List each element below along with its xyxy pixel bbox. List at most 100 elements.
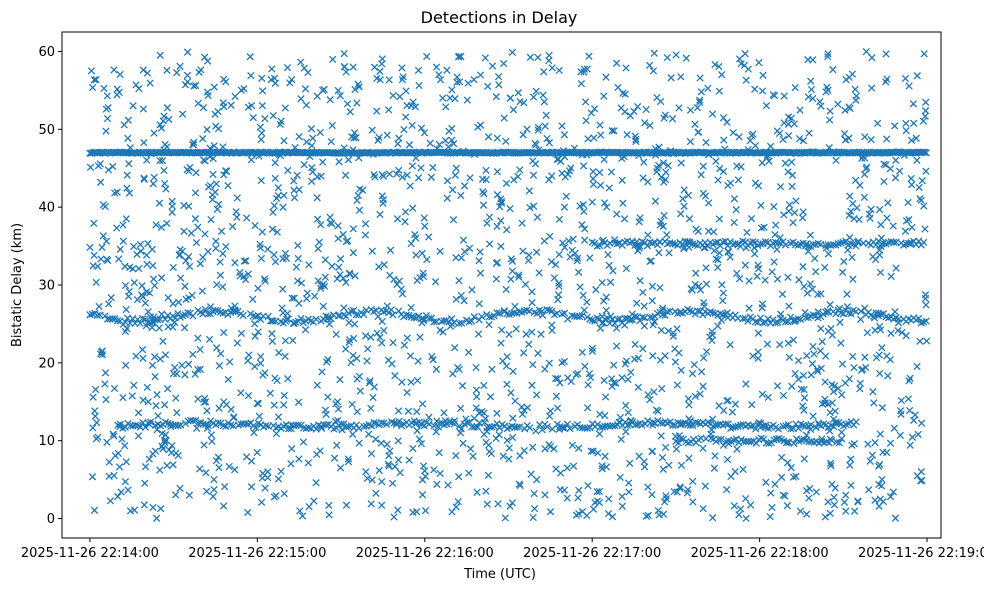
detection-marker <box>667 74 675 82</box>
detection-marker <box>139 354 147 362</box>
detection-marker <box>331 417 340 426</box>
detection-marker <box>425 314 433 323</box>
detection-marker <box>622 264 631 273</box>
detection-marker <box>699 162 707 170</box>
detection-marker <box>843 303 852 311</box>
detection-marker <box>290 193 299 202</box>
detection-marker <box>920 202 928 210</box>
detection-marker <box>650 49 658 57</box>
detection-marker <box>807 85 816 94</box>
detection-marker <box>444 143 453 151</box>
detection-marker <box>330 454 339 462</box>
detection-marker <box>847 455 855 463</box>
detection-marker <box>581 362 589 370</box>
detection-marker <box>809 412 817 420</box>
detection-marker <box>328 262 336 270</box>
detection-marker <box>915 314 923 323</box>
detection-marker <box>209 154 217 163</box>
detection-marker <box>701 482 709 490</box>
detection-marker <box>837 239 845 247</box>
detection-marker <box>814 308 822 316</box>
detection-marker <box>280 391 288 400</box>
detection-marker <box>723 309 731 317</box>
detection-marker <box>290 186 298 194</box>
detection-marker <box>774 425 782 433</box>
detection-marker <box>503 380 511 388</box>
detection-marker <box>595 168 604 177</box>
detection-marker <box>841 136 850 144</box>
detection-marker <box>828 399 836 407</box>
detection-marker <box>757 419 765 428</box>
detection-marker <box>633 102 642 111</box>
detection-marker <box>912 134 920 142</box>
detection-marker <box>353 407 361 416</box>
detection-marker <box>194 334 202 342</box>
detection-marker <box>618 176 626 184</box>
detection-marker <box>302 101 311 109</box>
detection-marker <box>252 423 260 432</box>
chart-title: Detections in Delay <box>421 8 578 27</box>
detection-marker <box>558 169 566 177</box>
detection-marker <box>835 148 843 156</box>
detection-marker <box>199 135 207 143</box>
detection-marker <box>910 119 918 127</box>
detection-marker <box>516 452 524 460</box>
detection-marker <box>662 495 671 503</box>
detection-marker <box>711 239 719 247</box>
detection-marker <box>876 205 884 214</box>
detection-marker <box>527 470 535 478</box>
detection-marker <box>472 149 480 157</box>
detection-marker <box>470 313 478 321</box>
detection-marker <box>144 307 152 316</box>
detection-marker <box>163 385 172 393</box>
detection-marker <box>762 101 771 110</box>
detection-marker <box>610 127 618 135</box>
detection-marker <box>801 308 809 317</box>
detection-marker <box>367 449 376 458</box>
detection-marker <box>714 176 722 184</box>
detection-marker <box>493 191 502 199</box>
detection-marker <box>145 455 153 463</box>
detection-marker <box>469 452 477 460</box>
detection-marker <box>405 141 414 149</box>
detection-marker <box>164 323 172 331</box>
detection-marker <box>141 463 150 471</box>
detection-marker <box>592 286 600 294</box>
detection-marker <box>116 420 124 428</box>
detection-marker <box>849 275 857 283</box>
detection-marker <box>805 494 813 502</box>
detection-marker <box>695 282 703 290</box>
detection-marker <box>711 60 719 69</box>
detection-marker <box>742 380 750 388</box>
detection-marker <box>342 68 350 76</box>
detection-marker <box>272 429 281 438</box>
detection-marker <box>455 276 463 285</box>
detection-marker <box>156 466 164 474</box>
detection-marker <box>785 131 793 140</box>
detection-marker <box>555 279 563 287</box>
detection-marker <box>853 238 862 246</box>
detection-marker <box>657 326 666 334</box>
detection-marker <box>624 375 632 384</box>
detection-marker <box>828 331 837 339</box>
detection-marker <box>834 384 842 393</box>
detection-marker <box>479 201 488 209</box>
detection-marker <box>215 404 223 412</box>
detection-marker <box>892 156 900 164</box>
detection-marker <box>574 268 583 276</box>
detection-marker <box>155 199 164 207</box>
data-markers <box>86 47 931 523</box>
detection-marker <box>294 421 303 429</box>
detection-marker <box>572 511 581 519</box>
detection-marker <box>741 261 749 269</box>
detection-marker <box>96 350 105 358</box>
detection-marker <box>745 277 753 285</box>
detection-marker <box>394 407 403 415</box>
detection-marker <box>212 456 221 465</box>
detection-marker <box>497 339 505 347</box>
detection-marker <box>602 306 610 315</box>
detection-marker <box>216 271 225 279</box>
detection-marker <box>859 152 867 160</box>
detection-marker <box>780 119 788 127</box>
detection-marker <box>90 76 98 84</box>
